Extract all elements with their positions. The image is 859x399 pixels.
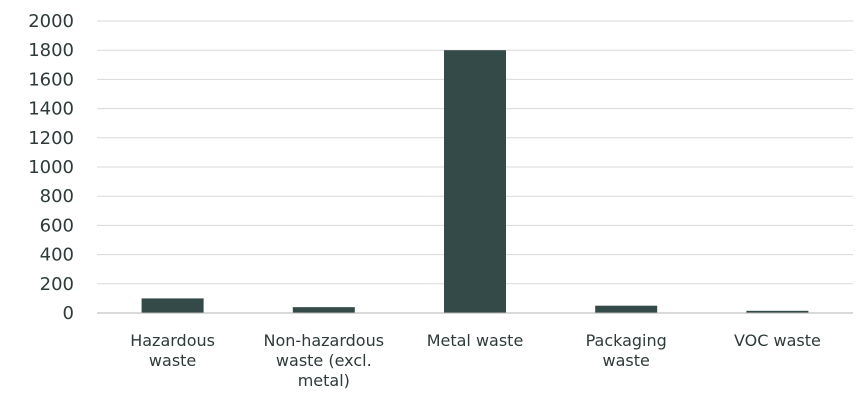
y-tick-label: 200 — [40, 274, 74, 295]
y-tick-label: 600 — [40, 215, 74, 236]
category-label: Packaging waste — [586, 331, 667, 370]
y-tick-label: 400 — [40, 245, 74, 266]
bar — [292, 307, 355, 313]
category-label: Hazardous waste — [130, 331, 215, 370]
category-labels: Hazardous waste Non-hazardous waste (excl. m… — [130, 331, 821, 390]
bar — [141, 298, 204, 313]
category-label: Metal waste — [427, 331, 524, 350]
y-tick-label: 0 — [63, 303, 74, 324]
bar — [595, 305, 658, 313]
category-label: VOC waste — [734, 331, 821, 350]
category-label: Non-hazardous waste (excl. metal) — [264, 331, 385, 390]
bar — [444, 50, 506, 313]
y-tick-label: 1400 — [28, 99, 74, 120]
bar — [746, 310, 809, 313]
y-tick-label: 1200 — [28, 128, 74, 149]
y-tick-label: 2000 — [28, 11, 74, 32]
y-tick-label: 1600 — [28, 69, 74, 90]
y-tick-label: 800 — [40, 186, 74, 207]
bars — [141, 50, 809, 313]
y-tick-label: 1800 — [28, 40, 74, 61]
y-tick-labels: 0 200 400 600 800 1000 1200 1400 1600 1800 2000 — [28, 11, 74, 324]
y-tick-label: 1000 — [28, 157, 74, 178]
